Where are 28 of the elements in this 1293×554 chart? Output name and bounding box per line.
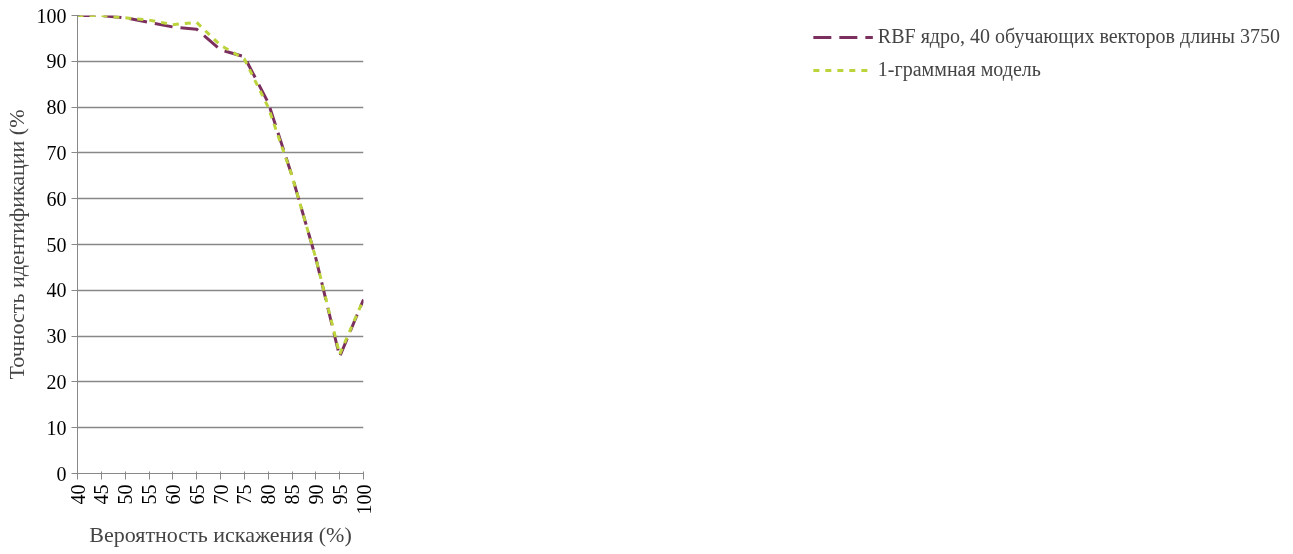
- x-tick-label: 60: [161, 484, 184, 505]
- x-tick-label: 95: [328, 484, 351, 505]
- y-tick-label: 0: [56, 462, 67, 485]
- y-axis-title: Точность идентификации (%: [3, 109, 29, 380]
- y-tick-label: 80: [46, 96, 67, 119]
- x-tick-label: 50: [114, 484, 137, 505]
- y-tick-label: 10: [46, 416, 67, 439]
- x-tick-label: 90: [304, 484, 327, 505]
- y-tick-label: 90: [46, 50, 67, 73]
- y-tick-label: 70: [46, 141, 67, 164]
- y-tick-label: 100: [36, 4, 67, 27]
- x-axis-title: Вероятность искажения (%): [89, 522, 352, 548]
- y-tick-label: 30: [46, 325, 67, 348]
- legend-label: 1-граммная модель: [877, 58, 1042, 81]
- x-tick-label: 85: [281, 484, 303, 505]
- legend-label: RBF ядро, 40 обучающих векторов длины 3750: [877, 25, 1280, 48]
- x-tick-label: 40: [66, 484, 89, 505]
- x-tick-label: 100: [352, 484, 375, 515]
- x-tick-label: 75: [233, 484, 256, 505]
- y-tick-label: 20: [46, 370, 67, 393]
- x-tick-label: 65: [185, 484, 208, 505]
- x-tick-label: 45: [90, 484, 113, 505]
- x-tick-label: 80: [257, 484, 280, 505]
- y-tick-label: 40: [46, 279, 67, 302]
- x-tick-label: 55: [138, 484, 160, 505]
- x-tick-label: 70: [209, 484, 232, 505]
- y-tick-label: 60: [46, 187, 67, 210]
- y-tick-label: 50: [46, 233, 67, 256]
